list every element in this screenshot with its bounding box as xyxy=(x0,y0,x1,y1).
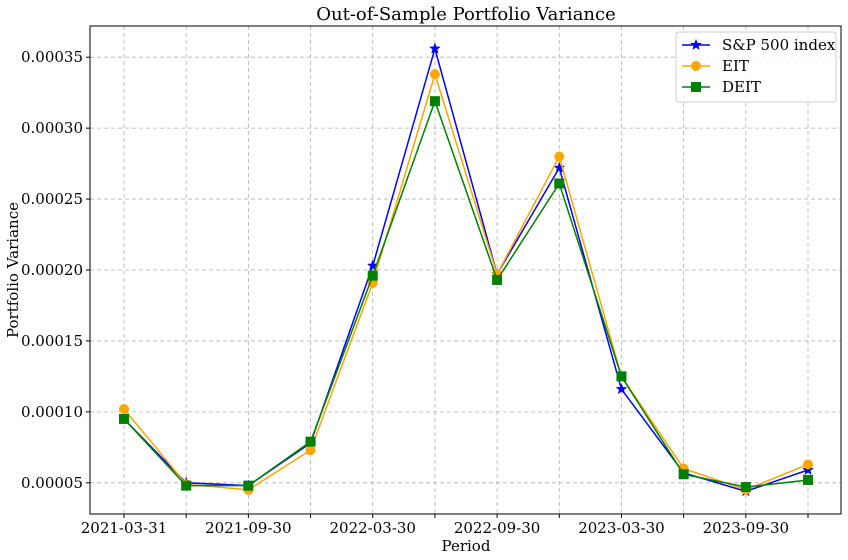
data-point xyxy=(305,445,316,456)
legend-item: S&P 500 index xyxy=(682,36,836,54)
data-point xyxy=(740,482,751,493)
x-tick-label: 2021-09-30 xyxy=(205,519,291,537)
plot-series xyxy=(118,42,814,497)
legend-marker xyxy=(691,61,701,71)
legend-item: EIT xyxy=(682,57,749,75)
legend-label: EIT xyxy=(722,57,749,75)
data-point xyxy=(429,69,440,80)
data-point xyxy=(803,459,813,470)
y-tick-label: 0.00015 xyxy=(21,332,83,350)
data-point xyxy=(367,270,378,281)
series-deit xyxy=(119,96,813,493)
y-tick-label: 0.00030 xyxy=(21,119,83,137)
x-tick-label: 2023-03-30 xyxy=(578,519,664,537)
x-tick-label: 2022-09-30 xyxy=(454,519,540,537)
data-point xyxy=(678,469,689,480)
series-line xyxy=(123,98,809,488)
plot-frame xyxy=(89,25,842,515)
data-point xyxy=(616,371,627,382)
legend: S&P 500 index EIT DEIT xyxy=(675,31,837,103)
data-point xyxy=(243,480,254,491)
data-point xyxy=(615,382,628,395)
series-s-p-500-index xyxy=(118,42,814,497)
x-tick-label: 2022-03-30 xyxy=(329,519,415,537)
data-point xyxy=(429,96,440,107)
chart-title: Out-of-Sample Portfolio Variance xyxy=(316,4,616,25)
legend-item: DEIT xyxy=(682,78,761,96)
data-point xyxy=(803,474,813,485)
y-tick-label: 0.00035 xyxy=(21,48,83,66)
legend-marker xyxy=(690,38,702,51)
data-point xyxy=(553,161,566,173)
y-axis: 0.00005 0.00010 0.00015 0.00020 0.00025 0.000… xyxy=(21,48,90,492)
y-tick-label: 0.00005 xyxy=(21,474,83,492)
data-point xyxy=(119,413,129,424)
x-tick-label: 2021-03-31 xyxy=(81,519,167,537)
y-axis-label: Portfolio Variance xyxy=(4,202,22,338)
data-point xyxy=(305,436,316,447)
x-axis-label: Period xyxy=(442,537,491,555)
x-tick-label: 2023-09-30 xyxy=(703,519,789,537)
y-tick-label: 0.00020 xyxy=(21,261,83,279)
data-point xyxy=(802,463,814,476)
legend-box xyxy=(675,31,837,103)
y-tick-label: 0.00010 xyxy=(21,403,83,421)
legend-label: S&P 500 index xyxy=(722,36,836,54)
data-point xyxy=(428,42,441,54)
data-point xyxy=(554,151,565,162)
series-line xyxy=(123,71,809,491)
y-tick-label: 0.00025 xyxy=(21,190,83,208)
data-point xyxy=(492,274,503,285)
legend-marker xyxy=(691,82,701,92)
data-point xyxy=(181,480,192,491)
legend-label: DEIT xyxy=(722,78,761,96)
x-axis: 2021-03-31 2021-09-30 2022-03-30 2022-09-30… xyxy=(81,514,809,537)
data-point xyxy=(554,178,565,189)
series-eit xyxy=(119,69,813,495)
data-point xyxy=(119,404,129,415)
